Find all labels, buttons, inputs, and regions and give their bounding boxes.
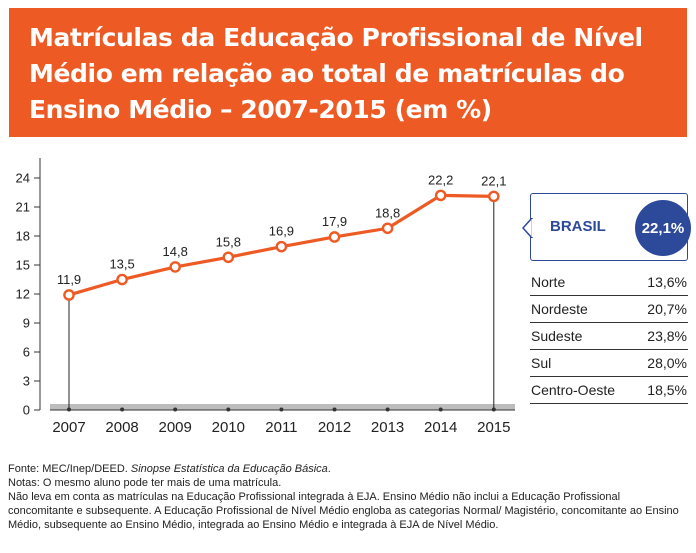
brasil-callout: BRASIL 22,1% xyxy=(522,193,691,261)
region-name: Nordeste xyxy=(531,301,588,317)
y-tick-label: 15 xyxy=(16,258,30,273)
y-tick-label: 6 xyxy=(23,345,30,360)
chart-title: Matrículas da Educação Profissional de N… xyxy=(29,23,643,124)
x-tick-label: 2015 xyxy=(477,419,510,436)
region-value: 13,6% xyxy=(647,274,687,290)
x-tick-label: 2009 xyxy=(159,419,192,436)
data-label: 18,8 xyxy=(375,205,400,220)
x-tick-label: 2008 xyxy=(105,419,138,436)
baseline-dot xyxy=(67,407,71,412)
data-label: 22,1 xyxy=(481,173,506,188)
data-point xyxy=(63,289,75,301)
data-point xyxy=(487,190,500,203)
brasil-label: BRASIL xyxy=(550,218,606,235)
source-prefix: Fonte: MEC/Inep/DEED. xyxy=(8,463,131,475)
region-row-sul: Sul 28,0% xyxy=(530,350,688,377)
x-tick-label: 2012 xyxy=(318,419,351,436)
title-banner: Matrículas da Educação Profissional de N… xyxy=(9,8,687,137)
y-tick-label: 18 xyxy=(16,229,30,244)
line-chart: 0 3 6 9 12 15 18 21 24 11,9 2007 13,5 2008 14,8 2009 15… xyxy=(16,158,515,436)
region-value: 23,8% xyxy=(647,328,687,344)
y-tick-label: 21 xyxy=(16,200,30,215)
callout-notch xyxy=(522,218,534,238)
region-value: 20,7% xyxy=(647,301,687,317)
region-name: Sudeste xyxy=(531,328,583,344)
data-label: 16,9 xyxy=(269,224,294,239)
region-value: 18,5% xyxy=(647,382,687,398)
x-tick-label: 2010 xyxy=(212,419,245,436)
data-label: 15,8 xyxy=(216,234,241,249)
data-point xyxy=(116,273,128,286)
data-point xyxy=(328,231,341,243)
baseline-dot xyxy=(438,407,443,412)
x-tick-label: 2007 xyxy=(52,419,85,436)
x-tick-label: 2011 xyxy=(265,419,297,436)
data-point xyxy=(275,240,288,253)
baseline-dot xyxy=(120,407,125,412)
region-row-nordeste: Nordeste 20,7% xyxy=(530,296,688,323)
data-label: 11,9 xyxy=(57,272,81,287)
data-label: 17,9 xyxy=(322,214,347,229)
y-tick-label: 24 xyxy=(16,171,30,186)
brasil-value-badge: 22,1% xyxy=(635,200,691,256)
y-tick-label: 9 xyxy=(23,316,30,331)
region-row-sudeste: Sudeste 23,8% xyxy=(530,323,688,350)
data-label: 22,2 xyxy=(428,172,453,187)
y-tick-label: 0 xyxy=(23,403,30,418)
data-point xyxy=(169,261,181,273)
y-tick-label: 3 xyxy=(23,374,30,389)
region-row-centro-oeste: Centro-Oeste 18,5% xyxy=(530,377,688,404)
data-point xyxy=(222,251,235,264)
baseline-dot xyxy=(279,407,284,412)
regions-table: Norte 13,6% Nordeste 20,7% Sudeste 23,8%… xyxy=(530,269,688,404)
note-line-1: Notas: O mesmo aluno pode ter mais de um… xyxy=(8,477,282,489)
source-suffix: . xyxy=(327,463,331,475)
data-label: 13,5 xyxy=(109,257,134,272)
x-tick-label: 2013 xyxy=(371,419,404,436)
data-point xyxy=(434,189,447,202)
region-name: Centro-Oeste xyxy=(531,382,616,398)
regional-panel: BRASIL 22,1% Norte 13,6% Nordeste 20,7% … xyxy=(522,193,691,404)
x-tick-label: 2014 xyxy=(424,419,457,436)
baseline-dot xyxy=(226,407,231,412)
data-point xyxy=(381,222,394,235)
y-tick-label: 12 xyxy=(16,287,30,302)
region-name: Sul xyxy=(531,355,552,371)
region-row-norte: Norte 13,6% xyxy=(530,269,688,296)
source-title: Sinopse Estatística da Educação Básica xyxy=(130,463,328,475)
region-name: Norte xyxy=(531,274,566,290)
baseline-dot xyxy=(173,407,178,412)
baseline-dot xyxy=(491,407,496,412)
baseline-dot xyxy=(385,407,390,412)
footer-notes: Fonte: MEC/Inep/DEED. Sinopse Estatístic… xyxy=(8,462,688,532)
source-line: Fonte: MEC/Inep/DEED. Sinopse Estatístic… xyxy=(8,462,688,476)
data-label: 14,8 xyxy=(163,244,188,259)
baseline-band xyxy=(50,404,515,410)
baseline-dot xyxy=(332,407,337,412)
note-line-2: Não leva em conta as matrículas na Educa… xyxy=(8,491,679,531)
region-value: 28,0% xyxy=(647,355,687,371)
